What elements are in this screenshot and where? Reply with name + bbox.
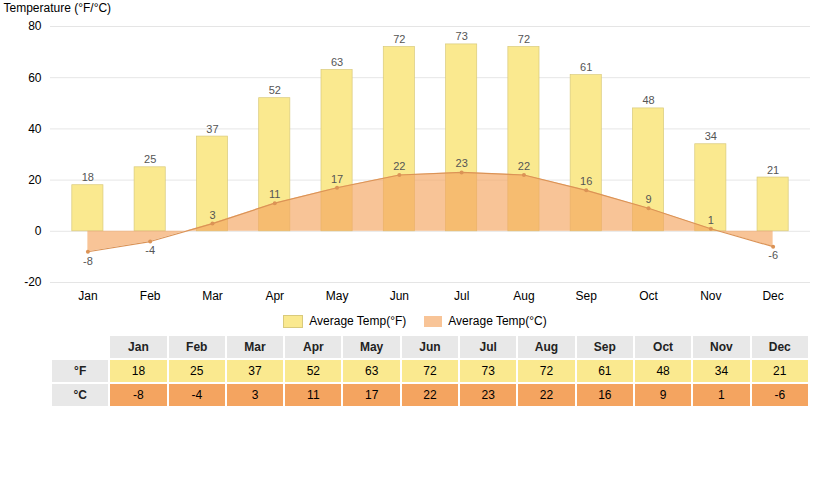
html-text:°C: °C <box>73 388 87 402</box>
html-text:37: 37 <box>248 364 262 378</box>
svg-text:Mar: Mar <box>202 289 223 303</box>
html-text:Mar: Mar <box>244 340 266 354</box>
svg-text:61: 61 <box>580 61 592 73</box>
html-text:22: 22 <box>539 388 554 402</box>
html-text:Jun: Jun <box>419 340 441 354</box>
html-text:May: May <box>360 340 384 354</box>
svg-text:Oct: Oct <box>639 289 658 303</box>
svg-text:73: 73 <box>456 30 468 42</box>
svg-text:Dec: Dec <box>762 289 783 303</box>
svg-text:Temperature (°F/°C): Temperature (°F/°C) <box>4 1 112 15</box>
svg-text:18: 18 <box>82 171 94 183</box>
html-text:Feb: Feb <box>186 340 208 354</box>
svg-text:25: 25 <box>144 153 156 165</box>
svg-text:Sep: Sep <box>576 289 598 303</box>
html-text:11: 11 <box>307 388 320 402</box>
svg-text:-8: -8 <box>83 255 93 267</box>
html-text:Average Temp(°F): Average Temp(°F) <box>309 314 407 328</box>
html-text:18: 18 <box>131 364 146 378</box>
svg-text:72: 72 <box>518 33 530 45</box>
html-text:17: 17 <box>365 388 379 402</box>
svg-text:Jun: Jun <box>390 289 409 303</box>
svg-text:3: 3 <box>209 209 215 221</box>
svg-text:1: 1 <box>708 214 714 226</box>
html-text:°F: °F <box>74 364 87 378</box>
svg-text:22: 22 <box>393 160 405 172</box>
svg-text:16: 16 <box>580 175 592 187</box>
html-text:Jul: Jul <box>479 340 497 354</box>
html-text:16: 16 <box>598 388 612 402</box>
svg-text:Jul: Jul <box>454 289 469 303</box>
html-text:73: 73 <box>481 364 495 378</box>
html-text:Aug: Aug <box>534 340 559 354</box>
html-text:23: 23 <box>481 388 495 402</box>
svg-text:72: 72 <box>393 33 405 45</box>
html-text:Sep: Sep <box>593 340 616 354</box>
svg-text:-6: -6 <box>768 249 778 261</box>
html-text:25: 25 <box>190 364 204 378</box>
svg-text:-4: -4 <box>145 244 155 256</box>
svg-text:37: 37 <box>206 123 218 135</box>
svg-text:-20: -20 <box>24 275 42 289</box>
svg-text:Apr: Apr <box>265 289 284 303</box>
svg-text:22: 22 <box>518 160 530 172</box>
html-text:-6: -6 <box>774 388 786 402</box>
html-text:22: 22 <box>423 388 437 402</box>
svg-text:9: 9 <box>645 193 651 205</box>
html-text:-4: -4 <box>191 388 203 402</box>
svg-text:80: 80 <box>28 19 42 33</box>
svg-text:11: 11 <box>269 188 280 200</box>
svg-text:20: 20 <box>28 173 42 187</box>
html-text:34: 34 <box>714 364 729 378</box>
html-text:Average Temp(°C): Average Temp(°C) <box>448 314 547 328</box>
svg-text:May: May <box>326 289 349 303</box>
svg-text:Jan: Jan <box>78 289 97 303</box>
svg-text:21: 21 <box>767 164 779 176</box>
html-text:1: 1 <box>718 388 725 402</box>
html-text:21: 21 <box>773 364 787 378</box>
html-text:-8: -8 <box>133 388 144 402</box>
svg-text:52: 52 <box>269 84 281 96</box>
svg-text:Nov: Nov <box>700 289 721 303</box>
html-text:72: 72 <box>539 364 554 378</box>
html-text:61: 61 <box>598 364 612 378</box>
html-text:72: 72 <box>423 364 437 378</box>
svg-text:17: 17 <box>331 173 343 185</box>
html-text:Apr: Apr <box>303 340 324 354</box>
svg-text:0: 0 <box>35 224 42 238</box>
html-text:9: 9 <box>659 388 667 402</box>
html-text:63: 63 <box>365 364 379 378</box>
html-text:Oct: Oct <box>653 340 674 354</box>
svg-text:Aug: Aug <box>513 289 534 303</box>
svg-text:60: 60 <box>28 71 42 85</box>
html-text:Jan: Jan <box>128 340 149 354</box>
html-text:48: 48 <box>656 364 670 378</box>
svg-text:63: 63 <box>331 56 343 68</box>
svg-text:34: 34 <box>705 130 717 142</box>
svg-text:48: 48 <box>642 94 654 106</box>
html-text:Nov: Nov <box>710 340 733 354</box>
svg-text:40: 40 <box>28 122 42 136</box>
html-text:Dec: Dec <box>768 340 791 354</box>
svg-text:Feb: Feb <box>140 289 161 303</box>
html-text:52: 52 <box>306 364 320 378</box>
html-text:3: 3 <box>251 388 259 402</box>
svg-text:23: 23 <box>456 157 468 169</box>
